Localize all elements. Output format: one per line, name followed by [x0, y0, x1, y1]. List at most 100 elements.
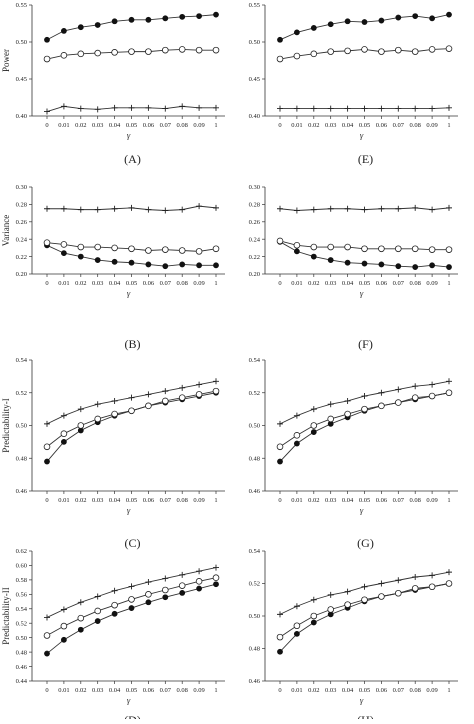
data-point-plus	[44, 205, 50, 212]
x-tick-label: 0.06	[376, 122, 388, 129]
chart-panel: 0.20 0.22 0.24 0.26 0.28 0.30 0 0.01 0.02 0.03 0.0…	[249, 184, 458, 351]
data-point-open	[445, 580, 453, 587]
data-point-filled	[196, 262, 202, 269]
data-point-open	[128, 245, 135, 253]
data-point-plus	[412, 105, 419, 112]
data-point-filled	[277, 458, 283, 465]
data-point-filled	[213, 262, 219, 269]
data-point-filled	[44, 36, 50, 43]
y-tick-label: 0.46	[249, 488, 261, 495]
data-point-open	[212, 574, 220, 582]
data-point-filled	[361, 260, 368, 267]
data-point-open	[394, 46, 402, 54]
data-point-open	[378, 593, 385, 600]
x-tick-label: 0.09	[426, 687, 437, 694]
y-tick-label: 0.50	[16, 39, 27, 46]
data-point-open	[195, 248, 203, 255]
x-tick-label: 0.02	[75, 122, 86, 129]
series-line	[46, 392, 217, 462]
x-axis-label: γ	[360, 695, 364, 705]
data-point-plus	[179, 206, 186, 213]
data-point-filled	[128, 605, 135, 611]
data-point-filled	[179, 589, 186, 596]
series-open-circle	[276, 237, 453, 253]
x-tick-label: 0.02	[75, 687, 86, 694]
data-point-open	[276, 633, 284, 641]
data-point-filled	[111, 610, 118, 617]
series-plus	[44, 564, 219, 621]
data-point-open	[344, 243, 351, 251]
x-tick-label: 0.05	[126, 497, 137, 504]
x-tick-label: 0.07	[160, 122, 172, 129]
data-point-plus	[60, 606, 67, 613]
series-plus	[277, 569, 452, 618]
data-point-filled	[162, 263, 169, 270]
data-point-plus	[310, 596, 317, 603]
series-plus	[277, 378, 452, 427]
series-line	[279, 571, 450, 615]
y-tick-label: 0.20	[16, 271, 27, 278]
data-point-open	[212, 387, 220, 395]
chart-panel: 0.46 0.48 0.50 0.52 0.54 0 0.01 0.02 0.03 0.04 0.0…	[249, 548, 458, 724]
data-point-plus	[128, 204, 135, 211]
x-tick-label: 1	[447, 122, 450, 129]
data-point-open	[43, 632, 51, 639]
chart-panel: 0.46 0.48 0.50 0.52 0.54 0 0.01 0.02 0.03 0.04 0.0…	[249, 357, 458, 550]
x-tick-label: 0.03	[92, 687, 103, 694]
x-tick-label: 0.07	[393, 122, 405, 129]
data-point-plus	[128, 394, 135, 401]
x-tick-label: 0.07	[393, 280, 405, 287]
series-open-circle	[276, 389, 453, 451]
panel-label: (G)	[357, 536, 374, 550]
data-point-open	[178, 394, 186, 401]
data-point-filled	[61, 27, 67, 34]
data-point-filled	[446, 11, 452, 18]
data-point-filled	[277, 648, 283, 655]
x-tick-label: 0.04	[109, 687, 121, 694]
series-line	[279, 583, 450, 638]
panel-label: (H)	[357, 713, 374, 719]
data-point-filled	[395, 14, 402, 21]
data-point-plus	[327, 591, 334, 598]
x-tick-label: 1	[447, 497, 450, 504]
panel-label: (F)	[358, 337, 373, 351]
data-point-open	[128, 407, 135, 415]
x-tick-label: 0.07	[160, 687, 172, 694]
data-point-open	[43, 55, 51, 63]
data-point-plus	[111, 205, 118, 212]
data-point-plus	[327, 401, 334, 408]
y-tick-label: 0.26	[249, 219, 261, 226]
series-filled-circle	[44, 581, 219, 657]
data-point-open	[394, 399, 402, 406]
x-tick-label: 0.07	[393, 687, 405, 694]
x-tick-label: 0.08	[177, 280, 188, 287]
y-axis-label: Predictability-I	[1, 398, 11, 452]
data-point-plus	[429, 381, 436, 388]
data-point-open	[162, 586, 169, 594]
data-point-open	[128, 596, 135, 603]
y-tick-label: 0.48	[16, 455, 27, 462]
data-point-plus	[429, 105, 436, 112]
data-point-filled	[213, 581, 219, 588]
data-point-plus	[344, 205, 351, 212]
data-point-plus	[327, 205, 334, 212]
data-point-filled	[77, 253, 84, 260]
data-point-plus	[361, 206, 368, 213]
data-point-open	[428, 583, 436, 591]
data-point-open	[428, 392, 436, 400]
data-point-filled	[145, 599, 152, 606]
series-open-circle	[43, 574, 220, 639]
data-point-plus	[196, 568, 203, 575]
data-point-plus	[128, 583, 135, 590]
series-open-circle	[276, 580, 453, 641]
x-tick-label: 0.06	[143, 687, 155, 694]
series-line	[279, 392, 450, 462]
y-tick-label: 0.45	[249, 76, 260, 83]
y-tick-label: 0.28	[249, 202, 260, 209]
x-tick-label: 0.03	[325, 280, 336, 287]
chart-panel: 0.46 0.48 0.50 0.52 0.54 0 0.01 0.02 0.03 0.04 0.0…	[1, 357, 225, 550]
data-point-plus	[77, 105, 84, 112]
data-point-filled	[327, 21, 334, 28]
data-point-open	[428, 46, 436, 53]
data-point-filled	[293, 29, 300, 36]
